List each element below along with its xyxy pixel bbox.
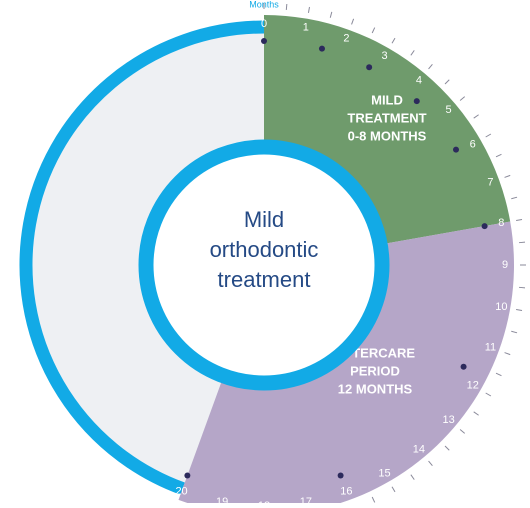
tick-label: 13 [442,414,454,426]
marker-dot [261,38,267,44]
tick-mark [428,460,433,467]
segment-label: MILD [371,92,403,107]
marker-dot [184,472,191,479]
minor-tick [410,474,415,480]
minor-tick [495,153,502,158]
tick-label: 5 [446,104,452,116]
tick-label: 9 [502,259,508,271]
tick-label: 14 [413,444,425,456]
tick-label: 12 [467,379,479,391]
minor-tick [511,196,518,200]
tick-label: 6 [470,138,476,150]
tick-mark [307,6,310,13]
tick-mark [485,392,492,397]
tick-mark [516,219,523,222]
marker-dot [337,472,344,479]
tick-label: 1 [303,22,309,34]
minor-tick [518,241,526,244]
tick-label: 8 [498,217,504,229]
tick-label: 19 [216,496,228,503]
tick-mark [351,18,355,25]
marker-dot [318,45,325,52]
tick-label: 3 [381,50,387,62]
segment-label: TREATMENT [347,110,426,125]
center-text: Mild [244,207,284,232]
minor-tick [285,3,288,11]
marker-dot [481,223,488,230]
tick-label: 0 [261,18,267,30]
minor-tick [444,445,450,451]
tick-mark [391,37,396,44]
minor-tick [410,50,415,56]
tick-mark [459,96,466,101]
tick-label: 16 [340,485,352,497]
minor-tick [329,11,333,18]
center-text: orthodontic [210,237,319,262]
marker-dot [366,64,373,71]
tick-label: 2 [343,32,349,44]
marker-dot [460,363,467,370]
tick-label: 7 [487,176,493,188]
minor-tick [518,286,526,289]
tick-mark [516,308,523,311]
minor-tick [444,79,450,85]
tick-label: 15 [378,468,390,480]
tick-label: 10 [495,301,507,313]
minor-tick [511,330,518,334]
segment-label: 0-8 MONTHS [348,128,427,143]
segment-label: PERIOD [350,363,400,378]
outer-ring [19,20,265,495]
minor-tick [371,27,376,34]
tick-mark [428,63,433,70]
tick-label: 11 [485,341,496,353]
marker-dot [413,98,420,105]
tick-mark [485,133,492,138]
tick-mark [391,486,396,493]
tick-label: 4 [416,74,422,86]
minor-tick [473,411,479,416]
tick-label: 17 [300,496,312,503]
tick-mark [504,352,511,356]
tick-label: 20 [175,485,187,497]
minor-tick [473,114,479,119]
inner-ring [138,139,390,391]
tick-mark [504,174,511,178]
center-text: treatment [218,267,311,292]
tick-mark [459,429,466,434]
marker-dot [453,146,460,153]
minor-tick [371,496,376,503]
minor-tick [495,372,502,377]
segment-label: 12 MONTHS [338,381,413,396]
